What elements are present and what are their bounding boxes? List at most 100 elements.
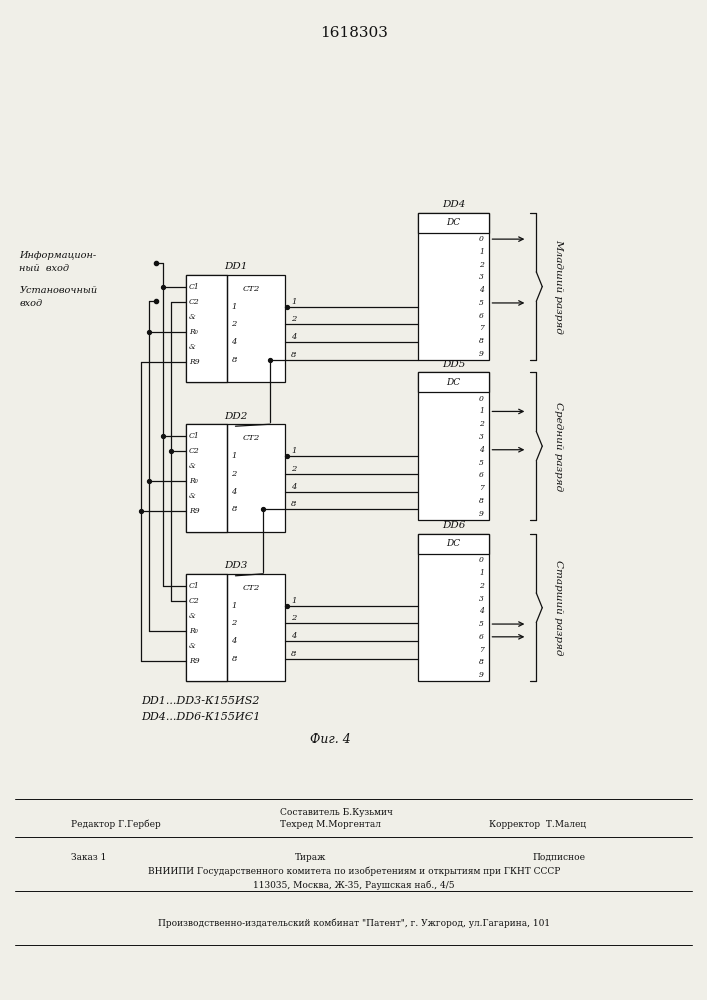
Text: 4: 4 <box>231 637 237 645</box>
Bar <box>186 574 228 681</box>
Text: 2: 2 <box>479 582 484 590</box>
Text: R₀: R₀ <box>189 328 197 336</box>
Text: 2: 2 <box>479 420 484 428</box>
Text: ВНИИПИ Государственного комитета по изобретениям и открытиям при ГКНТ СССР: ВНИИПИ Государственного комитета по изоб… <box>148 866 560 876</box>
Text: 1: 1 <box>231 602 237 610</box>
Text: 3: 3 <box>479 595 484 603</box>
Text: 0: 0 <box>479 556 484 564</box>
Text: 2: 2 <box>291 465 297 473</box>
Text: &: & <box>189 612 195 620</box>
Text: 4: 4 <box>291 333 297 341</box>
Text: C1: C1 <box>189 432 199 440</box>
Text: DC: DC <box>447 378 461 387</box>
Text: Средний разряд: Средний разряд <box>554 402 563 491</box>
Text: 4: 4 <box>291 483 297 491</box>
Text: 8: 8 <box>291 500 297 508</box>
Text: 1: 1 <box>479 407 484 415</box>
Text: Установочный: Установочный <box>19 286 98 295</box>
Text: 6: 6 <box>479 471 484 479</box>
Text: &: & <box>189 492 195 500</box>
Text: 9: 9 <box>479 671 484 679</box>
Bar <box>186 424 228 532</box>
Text: 8: 8 <box>291 351 297 359</box>
Text: C2: C2 <box>189 447 199 455</box>
Text: 8: 8 <box>479 497 484 505</box>
Text: &: & <box>189 313 195 321</box>
Text: 3: 3 <box>479 273 484 281</box>
Text: 1: 1 <box>291 447 297 455</box>
Text: &: & <box>189 462 195 470</box>
Bar <box>186 275 228 382</box>
Text: 1: 1 <box>231 452 237 460</box>
Text: &: & <box>189 343 195 351</box>
Text: 1: 1 <box>291 597 297 605</box>
Text: Производственно-издательский комбинат "Патент", г. Ужгород, ул.Гагарина, 101: Производственно-издательский комбинат "П… <box>158 918 550 928</box>
Text: 4: 4 <box>479 446 484 454</box>
Bar <box>418 372 489 520</box>
Text: Составитель Б.Кузьмич: Составитель Б.Кузьмич <box>280 808 393 817</box>
Text: 3: 3 <box>479 433 484 441</box>
Text: DD4: DD4 <box>442 200 465 209</box>
Text: C2: C2 <box>189 597 199 605</box>
Text: DC: DC <box>447 539 461 548</box>
Text: 2: 2 <box>231 619 237 627</box>
Text: C1: C1 <box>189 582 199 590</box>
Text: 2: 2 <box>231 470 237 478</box>
Text: 4: 4 <box>479 286 484 294</box>
Text: 5: 5 <box>479 620 484 628</box>
Text: R₀: R₀ <box>189 477 197 485</box>
Text: 4: 4 <box>479 607 484 615</box>
Text: 0: 0 <box>479 235 484 243</box>
Bar <box>418 534 489 681</box>
Text: 6: 6 <box>479 633 484 641</box>
Text: 8: 8 <box>479 658 484 666</box>
Text: 1: 1 <box>291 298 297 306</box>
Text: CT2: CT2 <box>243 584 260 592</box>
Text: 1: 1 <box>231 303 237 311</box>
Text: 7: 7 <box>479 646 484 654</box>
Text: C2: C2 <box>189 298 199 306</box>
Text: CT2: CT2 <box>243 285 260 293</box>
Text: DD2: DD2 <box>224 412 247 421</box>
Text: 8: 8 <box>479 337 484 345</box>
Text: DD6: DD6 <box>442 521 465 530</box>
Text: 9: 9 <box>479 350 484 358</box>
Text: Заказ 1: Заказ 1 <box>71 853 107 862</box>
Text: 2: 2 <box>291 614 297 622</box>
Bar <box>418 534 489 554</box>
Text: Подписное: Подписное <box>532 853 585 862</box>
Text: DD1...DD3-К155ИЅ2: DD1...DD3-К155ИЅ2 <box>141 696 259 706</box>
Text: 7: 7 <box>479 324 484 332</box>
Text: C1: C1 <box>189 283 199 291</box>
Bar <box>186 275 285 382</box>
Text: CT2: CT2 <box>243 434 260 442</box>
Text: Редактор Г.Гербер: Редактор Г.Гербер <box>71 819 161 829</box>
Bar <box>186 574 285 681</box>
Text: Корректор  Т.Малец: Корректор Т.Малец <box>489 820 587 829</box>
Bar <box>418 213 489 360</box>
Text: 5: 5 <box>479 299 484 307</box>
Text: 4: 4 <box>231 488 237 496</box>
Text: 8: 8 <box>231 655 237 663</box>
Text: DD5: DD5 <box>442 360 465 369</box>
Text: вход: вход <box>19 299 42 308</box>
Bar <box>186 424 285 532</box>
Text: DD3: DD3 <box>224 561 247 570</box>
Text: 0: 0 <box>479 395 484 403</box>
Text: R9: R9 <box>189 657 199 665</box>
Text: DD4...DD6-К155ИЄ1: DD4...DD6-К155ИЄ1 <box>141 712 260 722</box>
Text: Старший разряд: Старший разряд <box>554 560 563 655</box>
Text: DC: DC <box>447 218 461 227</box>
Text: R9: R9 <box>189 507 199 515</box>
Text: Тираж: Тираж <box>295 853 326 862</box>
Text: 7: 7 <box>479 484 484 492</box>
Text: 1: 1 <box>479 569 484 577</box>
Text: Младший разряд: Младший разряд <box>554 239 563 334</box>
Text: 6: 6 <box>479 312 484 320</box>
Text: 113035, Москва, Ж-35, Раушская наб., 4/5: 113035, Москва, Ж-35, Раушская наб., 4/5 <box>253 880 455 890</box>
Text: 2: 2 <box>231 320 237 328</box>
Text: 4: 4 <box>231 338 237 346</box>
Text: ный  вход: ный вход <box>19 264 69 273</box>
Text: Информацион-: Информацион- <box>19 251 96 260</box>
Text: R₀: R₀ <box>189 627 197 635</box>
